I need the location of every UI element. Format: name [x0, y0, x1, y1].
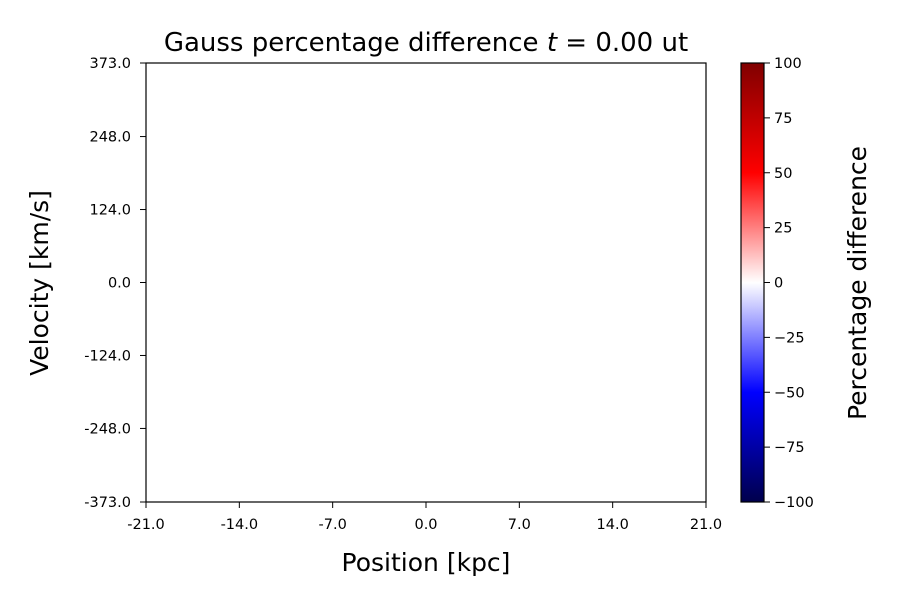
y-axis-label: Velocity [km/s] — [25, 190, 54, 376]
plot-area — [146, 63, 706, 502]
colorbar-label: Percentage difference — [843, 146, 872, 420]
y-tick-label: 248.0 — [89, 130, 131, 146]
colorbar-tick-label: −100 — [774, 495, 814, 511]
y-tick-label: 0.0 — [108, 276, 131, 292]
x-tick-label: 7.0 — [508, 517, 531, 533]
x-tick-label: -21.0 — [127, 517, 165, 533]
colorbar-axis: −100 −75 −50 −25 0 25 50 75 100 — [764, 56, 814, 511]
colorbar-tick-label: −50 — [774, 385, 805, 401]
chart-title: Gauss percentage difference t = 0.00 ut — [164, 28, 688, 58]
y-tick-label: 124.0 — [89, 203, 131, 219]
y-tick-label: -373.0 — [84, 495, 131, 511]
y-tick-label: 373.0 — [89, 56, 131, 72]
x-tick-label: -14.0 — [221, 517, 259, 533]
colorbar-tick-label: −25 — [774, 330, 805, 346]
x-axis: -21.0 -14.0 -7.0 0.0 7.0 14.0 21.0 — [127, 502, 722, 533]
colorbar-tick-label: 0 — [774, 276, 783, 292]
colorbar-tick-label: 25 — [774, 221, 792, 237]
colorbar-tick-label: 50 — [774, 166, 792, 182]
colorbar-tick-label: −75 — [774, 440, 805, 456]
y-axis: -373.0 -248.0 -124.0 0.0 124.0 248.0 373.0 — [84, 56, 146, 511]
x-tick-label: 14.0 — [597, 517, 629, 533]
colorbar-tick-label: 100 — [774, 56, 802, 72]
colorbar-gradient — [741, 63, 764, 502]
title-suffix: = 0.00 ut — [557, 28, 688, 58]
x-axis-label: Position [kpc] — [342, 548, 511, 577]
y-tick-label: -248.0 — [84, 421, 131, 437]
x-tick-label: 0.0 — [414, 517, 437, 533]
colorbar-tick-label: 75 — [774, 111, 792, 127]
x-tick-label: -7.0 — [319, 517, 347, 533]
y-tick-label: -124.0 — [84, 348, 131, 364]
title-prefix: Gauss percentage difference — [164, 28, 547, 58]
x-tick-label: 21.0 — [690, 517, 722, 533]
title-variable: t — [547, 28, 558, 58]
